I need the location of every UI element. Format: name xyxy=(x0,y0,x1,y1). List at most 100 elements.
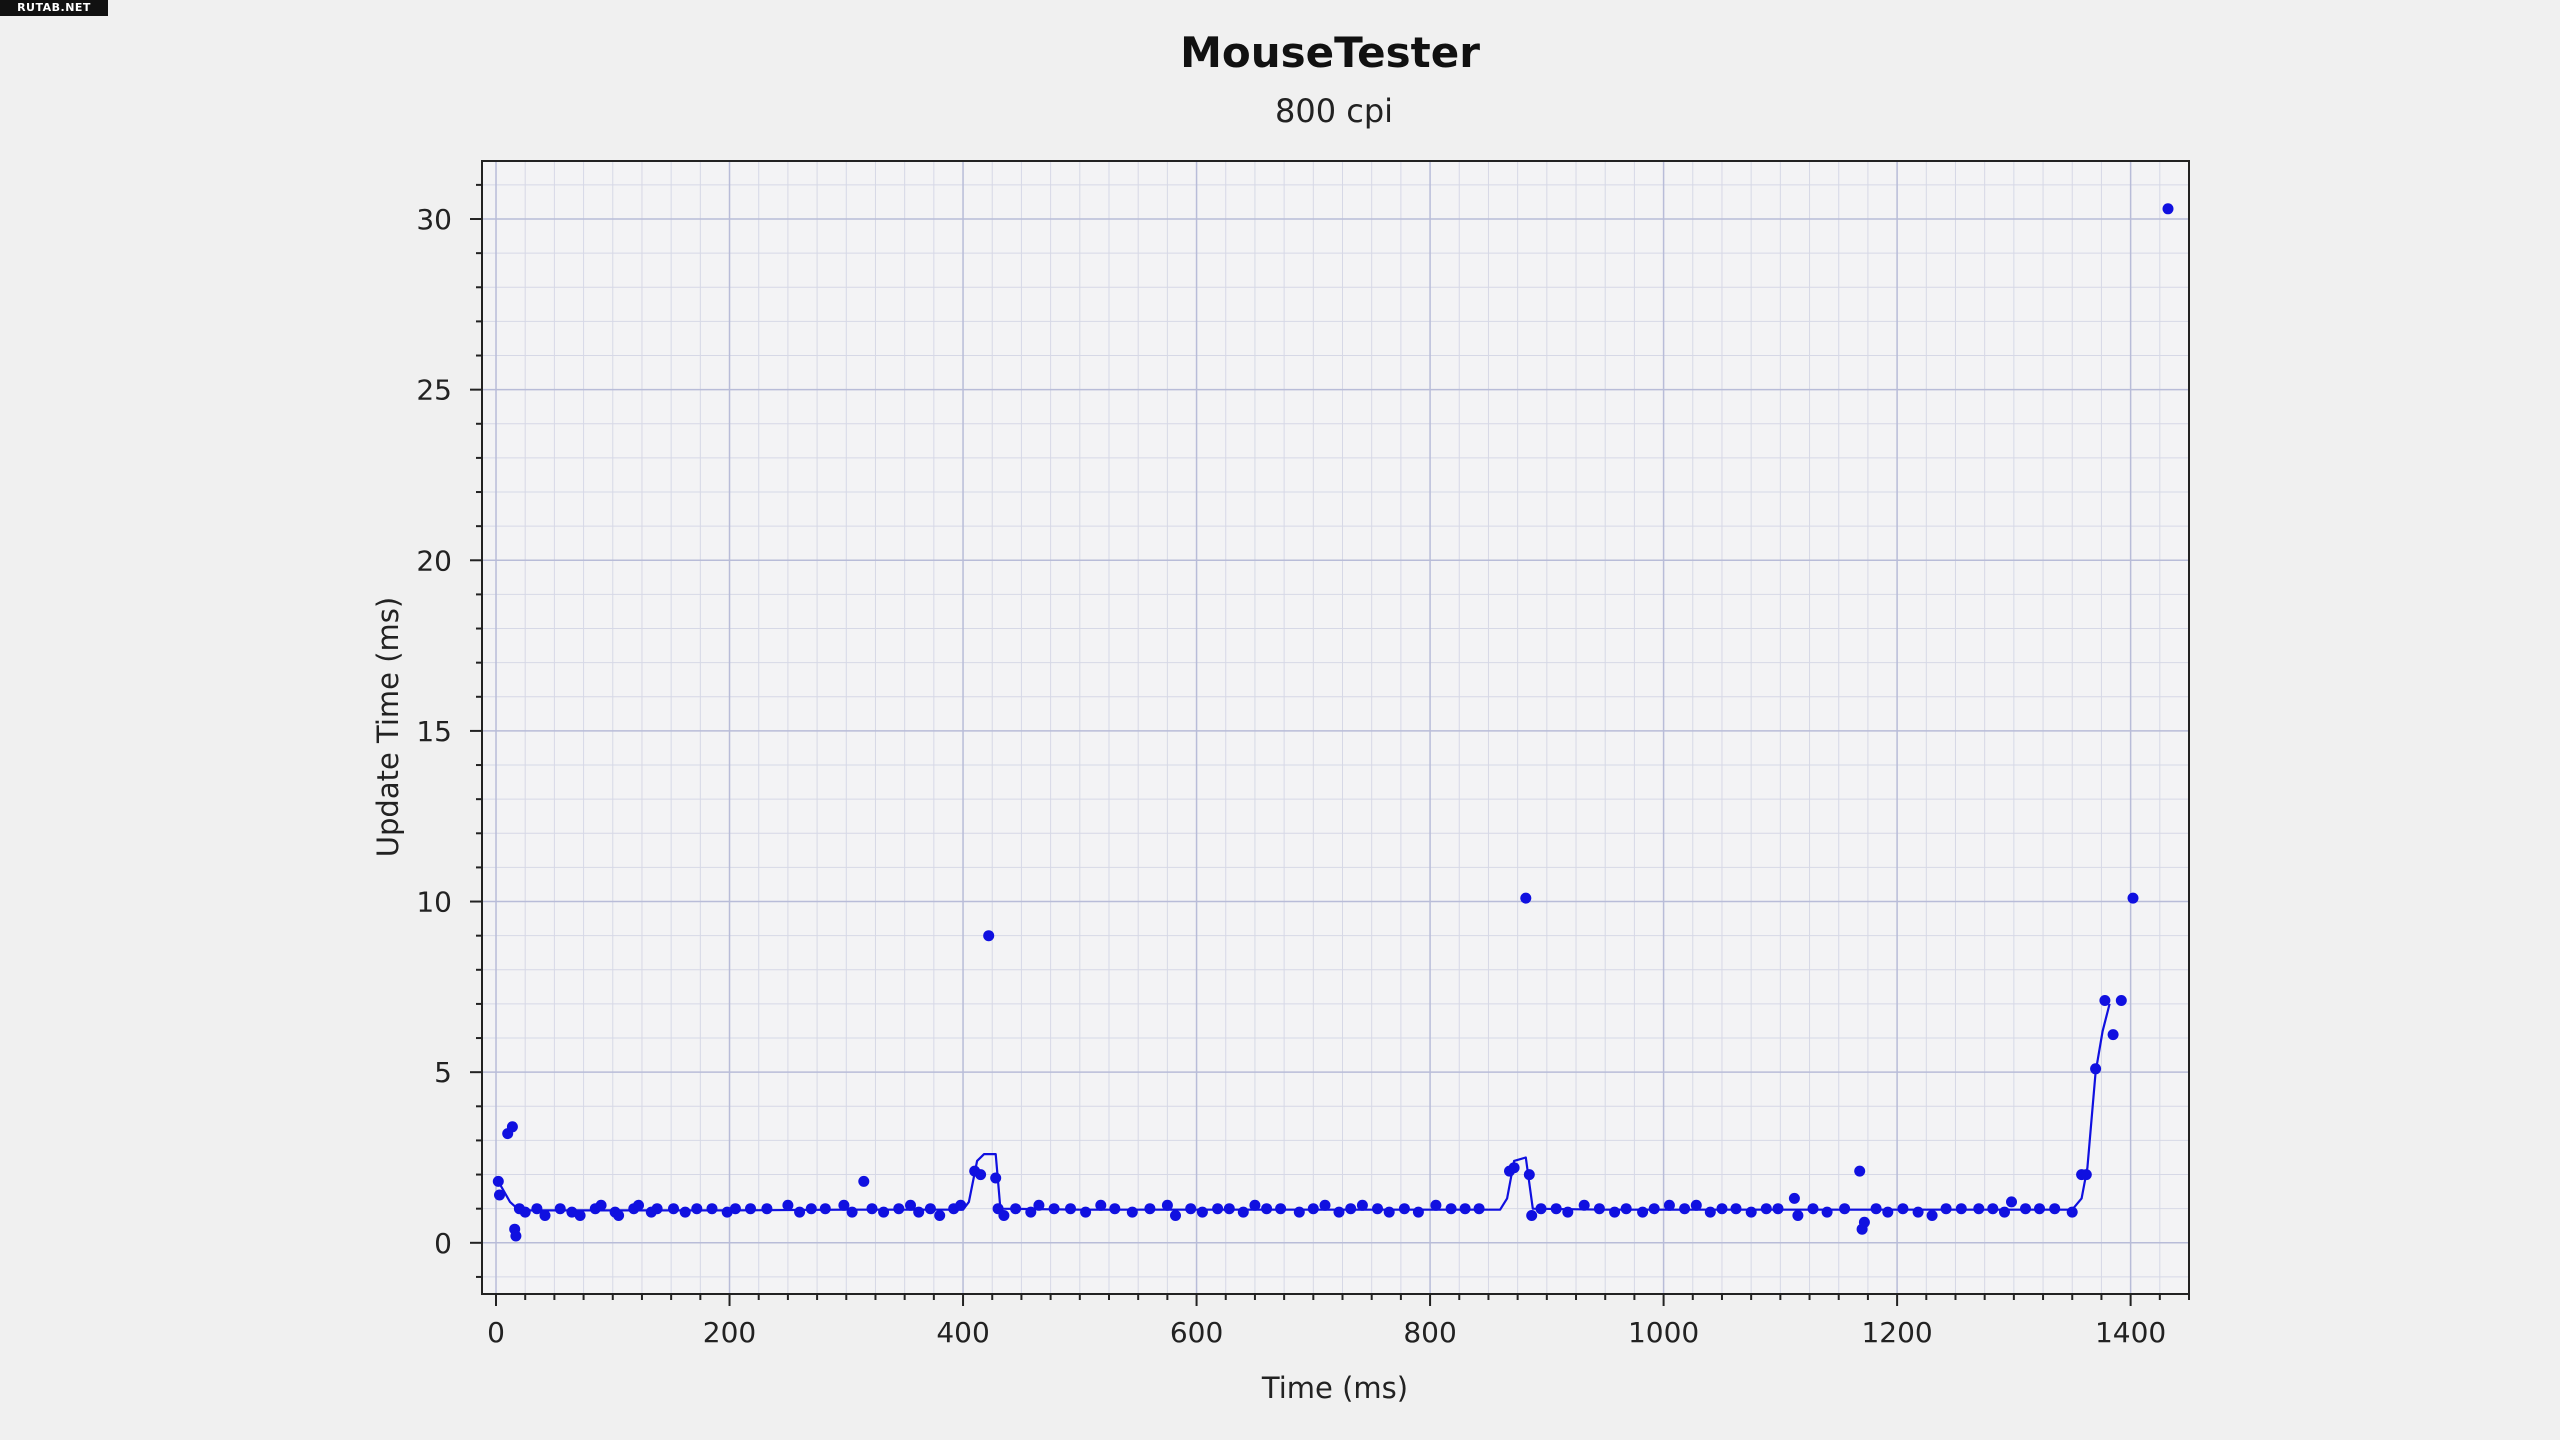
data-point xyxy=(492,1175,504,1187)
data-point xyxy=(1745,1206,1757,1218)
data-point xyxy=(706,1203,718,1215)
data-point xyxy=(1372,1203,1383,1215)
data-point xyxy=(531,1203,543,1215)
grid xyxy=(482,161,2190,1294)
data-point xyxy=(934,1210,946,1221)
data-point xyxy=(893,1203,905,1215)
data-point xyxy=(510,1230,522,1242)
data-point xyxy=(905,1199,916,1211)
data-point xyxy=(1730,1203,1742,1215)
data-point xyxy=(1065,1203,1076,1215)
data-point xyxy=(679,1206,691,1218)
data-point xyxy=(1679,1203,1691,1215)
data-point xyxy=(1033,1199,1045,1211)
data-point xyxy=(2049,1203,2061,1215)
data-point xyxy=(782,1199,794,1211)
x-tick-label: 1200 xyxy=(1861,1316,1932,1349)
data-point xyxy=(1897,1203,1909,1215)
y-axis-label: Update Time (ms) xyxy=(371,597,405,857)
data-point xyxy=(805,1203,817,1215)
data-point xyxy=(866,1203,878,1215)
x-tick-label: 400 xyxy=(936,1316,989,1349)
data-point xyxy=(1973,1203,1985,1215)
data-point xyxy=(506,1121,518,1133)
data-point xyxy=(2099,995,2111,1006)
data-point xyxy=(691,1203,703,1215)
data-point xyxy=(761,1203,773,1215)
y-tick-label: 15 xyxy=(416,715,452,748)
data-point xyxy=(2020,1203,2031,1215)
data-point xyxy=(1792,1210,1804,1221)
data-point xyxy=(1459,1203,1471,1215)
data-point xyxy=(975,1169,987,1181)
data-point xyxy=(2090,1063,2102,1075)
data-point xyxy=(1383,1206,1395,1218)
data-point xyxy=(745,1203,756,1215)
data-point xyxy=(2107,1029,2119,1041)
data-point xyxy=(1609,1206,1621,1218)
data-point xyxy=(955,1199,967,1211)
data-point xyxy=(998,1210,1010,1221)
data-point xyxy=(1999,1206,2010,1218)
chart-subtitle: 800 cpi xyxy=(1275,92,1393,130)
data-point xyxy=(1185,1203,1197,1215)
data-point xyxy=(1261,1203,1273,1215)
data-point xyxy=(1445,1203,1457,1215)
data-point xyxy=(1223,1203,1235,1215)
data-point xyxy=(1912,1206,1924,1218)
data-point xyxy=(1690,1199,1702,1211)
data-point xyxy=(1807,1203,1819,1215)
data-point xyxy=(1523,1169,1535,1181)
data-point xyxy=(1095,1199,1107,1211)
data-point xyxy=(519,1206,531,1218)
data-point xyxy=(1196,1206,1208,1218)
data-points xyxy=(492,203,2174,1242)
data-point xyxy=(1716,1203,1728,1215)
data-point xyxy=(2127,892,2139,904)
data-point xyxy=(1648,1203,1660,1215)
data-point xyxy=(1535,1203,1547,1215)
y-tick-label: 5 xyxy=(434,1056,452,1089)
y-tick-label: 30 xyxy=(416,203,452,236)
y-tick-label: 10 xyxy=(416,886,452,919)
data-point xyxy=(1025,1206,1037,1218)
data-point xyxy=(1550,1203,1562,1215)
data-point xyxy=(1821,1206,1833,1218)
data-point xyxy=(1275,1203,1287,1215)
data-point xyxy=(1398,1203,1410,1215)
data-point xyxy=(651,1203,663,1215)
x-tick-label: 800 xyxy=(1403,1316,1456,1349)
data-point xyxy=(2080,1169,2092,1181)
data-point xyxy=(729,1203,741,1215)
data-point xyxy=(1760,1203,1772,1215)
data-point xyxy=(554,1203,566,1215)
watermark: RUTAB.NET xyxy=(0,0,108,16)
data-point xyxy=(1473,1203,1485,1215)
data-point xyxy=(1345,1203,1357,1215)
data-point xyxy=(924,1203,936,1215)
data-point xyxy=(1333,1206,1345,1218)
data-point xyxy=(1170,1210,1181,1221)
data-point xyxy=(494,1189,505,1201)
data-point xyxy=(1593,1203,1605,1215)
data-point xyxy=(613,1210,625,1221)
axes: 0 200 400 600 800 1000 1200 1400 0 5 10 15 20 25 30 xyxy=(416,183,2190,1349)
data-point xyxy=(1319,1199,1331,1211)
data-point xyxy=(1520,892,1532,904)
data-point xyxy=(1637,1206,1649,1218)
data-point xyxy=(1508,1162,1520,1174)
x-tick-label: 1400 xyxy=(2095,1316,2166,1349)
data-point xyxy=(1161,1199,1173,1211)
data-point xyxy=(1109,1203,1121,1215)
data-point xyxy=(2162,203,2174,215)
data-point xyxy=(1772,1203,1784,1215)
data-point xyxy=(1212,1203,1224,1215)
data-point xyxy=(1412,1206,1424,1218)
data-point xyxy=(1839,1203,1851,1215)
data-point xyxy=(1940,1203,1952,1215)
data-point xyxy=(838,1199,850,1211)
data-point xyxy=(1562,1206,1574,1218)
data-point xyxy=(1356,1199,1368,1211)
data-point xyxy=(1237,1206,1249,1218)
data-point xyxy=(1080,1206,1092,1218)
